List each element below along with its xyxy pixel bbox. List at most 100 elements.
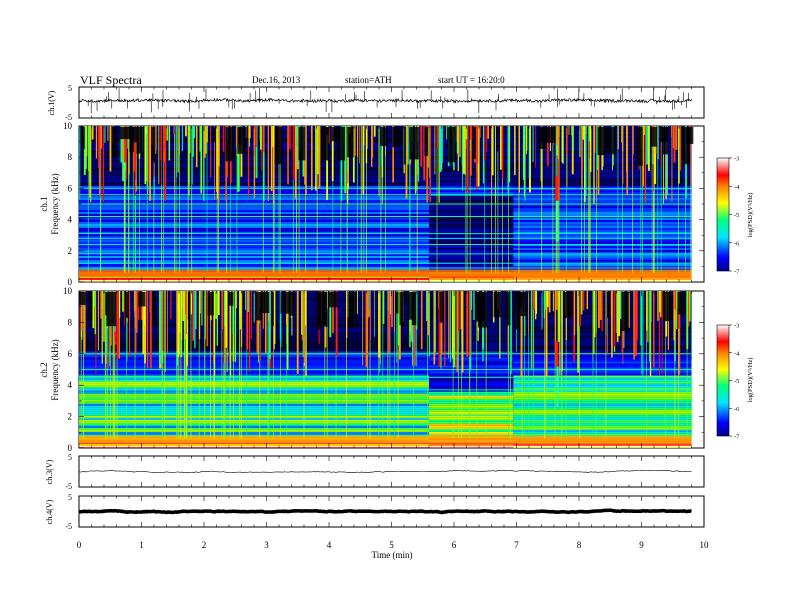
sferic bbox=[199, 126, 201, 152]
spectrogram-band bbox=[79, 222, 429, 224]
spectrogram-band bbox=[79, 246, 429, 248]
sferic bbox=[332, 291, 334, 334]
spectrogram-band bbox=[513, 204, 692, 206]
x-tick-label: 2 bbox=[202, 540, 207, 550]
sferic bbox=[146, 291, 149, 369]
sferic bbox=[262, 126, 265, 202]
spectrogram-band bbox=[79, 204, 429, 206]
spectrogram-band bbox=[513, 333, 692, 336]
sferic bbox=[588, 126, 590, 142]
ch4-ytick-top: 5 bbox=[68, 493, 72, 502]
lowfreq-band bbox=[79, 435, 692, 444]
sferic-tail bbox=[561, 371, 563, 439]
sferic bbox=[435, 291, 436, 352]
sferic bbox=[268, 291, 271, 359]
spectrogram-band bbox=[79, 202, 429, 204]
ch1-spectrogram-ticks bbox=[78, 126, 705, 282]
sferic bbox=[240, 291, 243, 347]
sferic-tail bbox=[508, 182, 509, 273]
sferic bbox=[555, 291, 558, 310]
sferic bbox=[357, 126, 359, 158]
x-tick-label: 3 bbox=[264, 540, 269, 550]
sferic-tail bbox=[561, 323, 562, 439]
spectrogram-band bbox=[513, 264, 692, 266]
spectrogram-band bbox=[513, 178, 692, 180]
spectrogram-band bbox=[513, 431, 692, 434]
sferic bbox=[238, 126, 240, 192]
sferic bbox=[217, 291, 220, 316]
sferic-tail bbox=[233, 333, 234, 439]
sferic bbox=[201, 291, 203, 326]
sferic bbox=[191, 126, 193, 185]
sferic bbox=[229, 291, 232, 377]
sferic bbox=[86, 126, 88, 157]
spectrogram-band bbox=[513, 357, 692, 360]
spectrogram-band bbox=[79, 347, 429, 350]
sferic-tail bbox=[651, 139, 653, 273]
spectrogram-band bbox=[513, 248, 692, 250]
spectrogram-band bbox=[513, 186, 692, 188]
sferic-tail bbox=[305, 194, 307, 273]
sferic bbox=[607, 291, 608, 355]
sferic bbox=[167, 291, 168, 353]
spectrogram-band bbox=[513, 210, 692, 212]
sferic-tail bbox=[657, 159, 659, 273]
sferic-tail bbox=[191, 184, 193, 273]
spectrogram-band bbox=[429, 371, 514, 374]
sferic bbox=[163, 126, 166, 152]
sferic bbox=[100, 126, 102, 149]
spectrogram-band bbox=[513, 232, 692, 234]
spectrogram-band bbox=[513, 349, 692, 352]
sferic-tail bbox=[436, 147, 438, 273]
sferic bbox=[501, 126, 504, 179]
sferic bbox=[296, 126, 299, 170]
sferic-tail bbox=[518, 185, 520, 273]
spectrogram-band bbox=[513, 226, 692, 228]
spectrogram-band bbox=[79, 351, 429, 354]
sferic bbox=[146, 126, 148, 187]
sferic bbox=[185, 291, 187, 335]
sferic bbox=[378, 126, 380, 197]
sferic bbox=[582, 126, 585, 140]
sferic bbox=[521, 291, 523, 347]
spectrogram-band bbox=[429, 214, 514, 216]
sferic bbox=[331, 126, 334, 181]
sferic-tail bbox=[363, 145, 365, 273]
sferic bbox=[665, 126, 667, 200]
spectrogram-band bbox=[79, 254, 429, 256]
quiet-column bbox=[597, 127, 607, 156]
sferic-tail bbox=[223, 326, 225, 439]
sferic bbox=[145, 291, 147, 353]
sferic-tail bbox=[83, 308, 85, 439]
quiet-column bbox=[322, 127, 329, 135]
sferic bbox=[592, 291, 594, 362]
sferic bbox=[195, 291, 197, 330]
sferic bbox=[354, 126, 356, 156]
spectrogram-band bbox=[429, 192, 514, 194]
spectrogram-band bbox=[79, 214, 429, 216]
sferic bbox=[657, 291, 659, 321]
sferic bbox=[335, 291, 338, 357]
sferic bbox=[579, 126, 581, 158]
sferic bbox=[659, 291, 661, 375]
sferic-tail bbox=[262, 201, 264, 273]
sferic bbox=[362, 291, 364, 366]
sferic bbox=[440, 291, 443, 355]
quiet-column bbox=[662, 292, 673, 322]
spectrogram-band bbox=[79, 355, 429, 358]
sferic-tail bbox=[452, 348, 454, 439]
ch1-colorbar-label: log(PSD)(V²/Hz) bbox=[747, 193, 754, 238]
spectrogram-band bbox=[429, 196, 514, 198]
sferic bbox=[573, 291, 576, 362]
sferic bbox=[177, 291, 180, 357]
spectrogram-band bbox=[429, 250, 514, 252]
spectrogram-band bbox=[429, 248, 514, 250]
spectrogram-band bbox=[513, 367, 692, 370]
sferic bbox=[93, 291, 96, 308]
sferic bbox=[182, 291, 185, 322]
sferic bbox=[622, 126, 624, 184]
sferic-tail bbox=[678, 328, 679, 439]
y-tick-label: 6 bbox=[68, 183, 73, 193]
sferic bbox=[305, 126, 307, 195]
spectrogram-band bbox=[79, 419, 429, 422]
